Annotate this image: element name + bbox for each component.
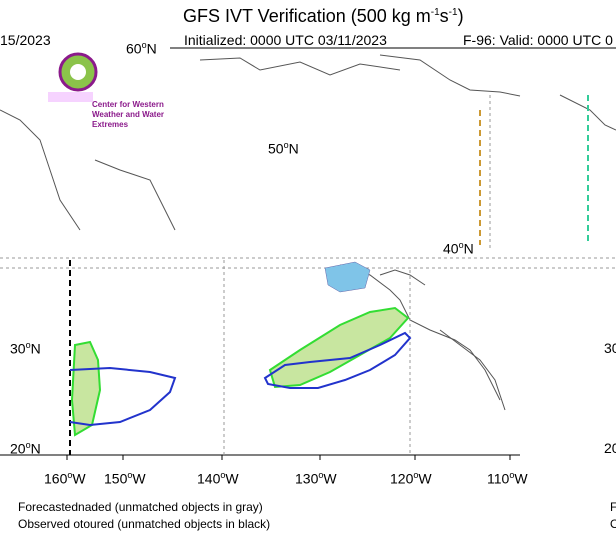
lat-label-40n: 40oN (443, 240, 474, 257)
legend-forecast-label: Forecasted (18, 500, 79, 514)
legend-right-f: F (610, 500, 616, 514)
left-date-fragment: 15/2023 (0, 32, 51, 48)
forecast-ivt-object (268, 306, 410, 389)
lon-label-120w: 120oW (390, 470, 432, 487)
cw3e-logo-text: Center for Western Weather and Water Ext… (92, 100, 165, 129)
legend-right-o: O (610, 517, 616, 531)
lat-label-20-right: 20 (604, 440, 616, 456)
forecast-ivt-object-west (70, 340, 102, 437)
lat-label-30n: 30oN (10, 340, 41, 357)
lon-label-110w: 110oW (487, 470, 528, 487)
valid-time-label: F-96: Valid: 0000 UTC 0 (463, 32, 613, 48)
legend-forecast: Forecastednaded (unmatched objects in gr… (18, 500, 263, 514)
grid-lines (0, 95, 616, 455)
observed-ivt-contour (263, 331, 412, 389)
lat-label-30-right: 30 (604, 340, 616, 356)
lon-label-150w: 150oW (104, 470, 146, 487)
lon-label-160w: 160oW (44, 470, 86, 487)
lon-label-140w: 140oW (197, 470, 239, 487)
chart-title: GFS IVT Verification (500 kg m-1s-1) (183, 6, 464, 26)
lat-label-60n: 60oN (126, 40, 157, 57)
coastlines (0, 54, 616, 411)
lon-label-130w: 130oW (295, 470, 337, 487)
initialized-label: Initialized: 0000 UTC 03/11/2023 (184, 32, 387, 48)
observed-ivt-contour-west (69, 366, 177, 427)
lon-ticks (66, 455, 511, 460)
lake-fill (324, 261, 371, 293)
lat-label-50n: 50oN (268, 140, 299, 157)
legend-observed-label: Observed o (18, 517, 81, 531)
lat-label-20n: 20oN (10, 440, 41, 457)
legend-observed: Observed otoured (unmatched objects in b… (18, 517, 270, 531)
legend-forecast-text: naded (unmatched objects in gray) (78, 500, 263, 514)
cw3e-logo-mark (48, 52, 98, 102)
legend-observed-text: toured (unmatched objects in black) (80, 517, 271, 531)
